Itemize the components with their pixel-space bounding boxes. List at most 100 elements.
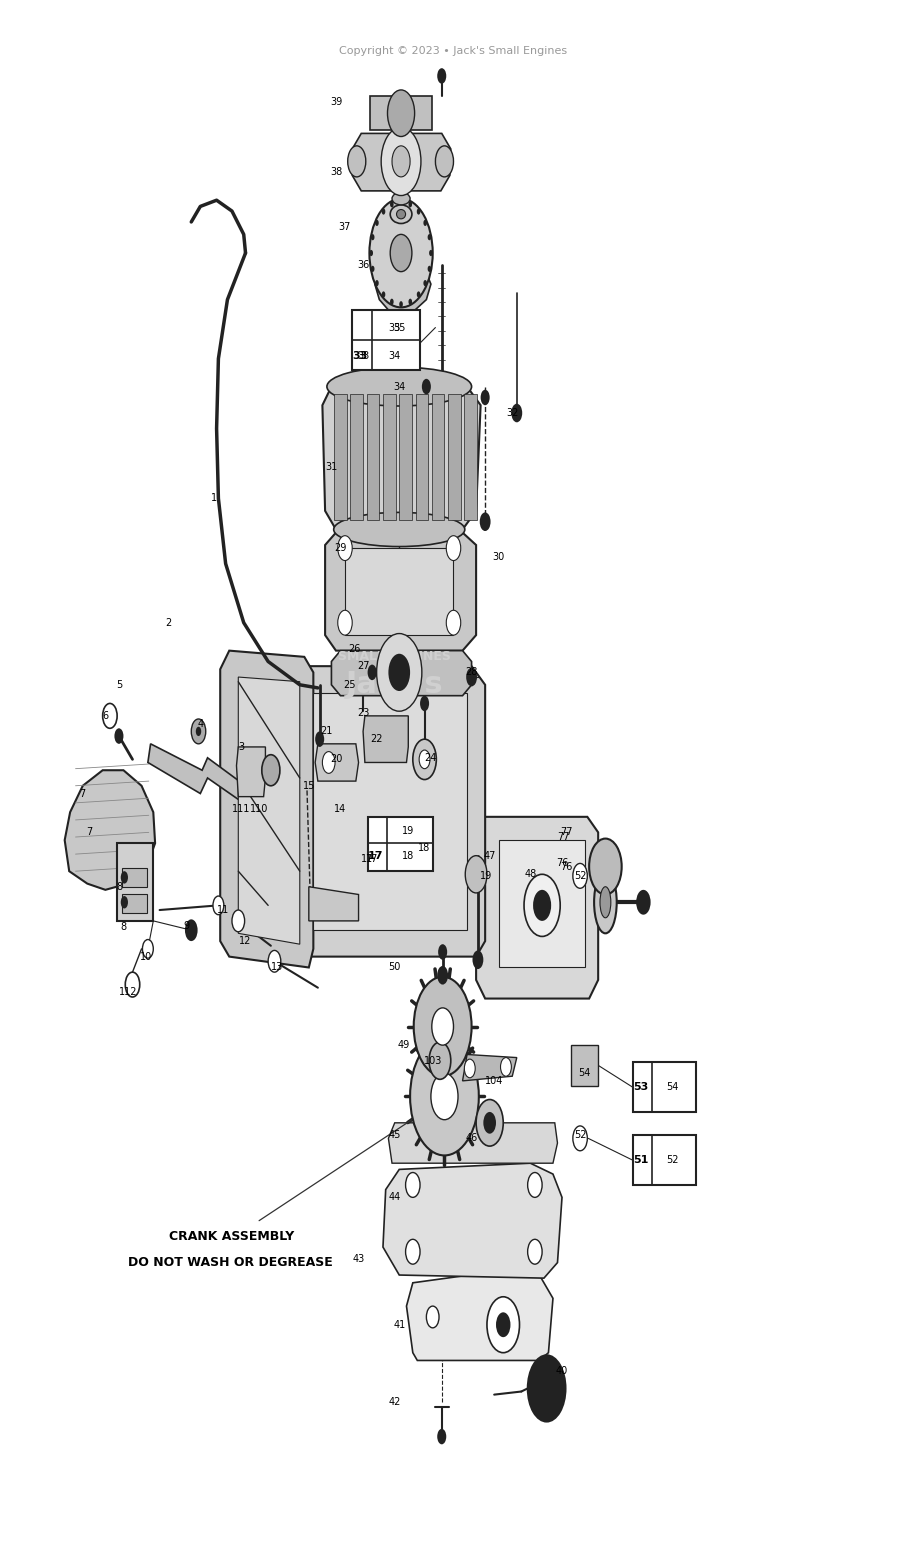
Circle shape (524, 874, 561, 937)
Polygon shape (239, 677, 300, 944)
Circle shape (390, 201, 394, 207)
Circle shape (142, 940, 153, 958)
Ellipse shape (600, 887, 610, 918)
Text: 18: 18 (417, 843, 430, 853)
Text: 35: 35 (388, 322, 401, 333)
Circle shape (367, 664, 376, 680)
Circle shape (431, 1074, 458, 1120)
Text: 77: 77 (561, 828, 573, 837)
Circle shape (376, 633, 422, 711)
Circle shape (408, 201, 412, 207)
Circle shape (387, 90, 414, 137)
Text: 4: 4 (197, 719, 203, 728)
Bar (122, 895, 147, 913)
Circle shape (399, 199, 403, 205)
Circle shape (533, 890, 551, 921)
Circle shape (410, 1038, 479, 1156)
Text: 50: 50 (388, 963, 401, 972)
Circle shape (102, 703, 117, 728)
Text: 46: 46 (465, 1133, 478, 1144)
Circle shape (573, 864, 588, 888)
Polygon shape (375, 263, 431, 313)
Circle shape (466, 668, 477, 686)
Text: 41: 41 (393, 1319, 405, 1330)
Circle shape (464, 1060, 475, 1078)
Text: 45: 45 (388, 1130, 401, 1141)
Text: Copyright © 2023 • Jack's Small Engines: Copyright © 2023 • Jack's Small Engines (339, 47, 568, 56)
Bar (632, 1063, 696, 1113)
Text: 11: 11 (217, 906, 229, 915)
Polygon shape (464, 394, 477, 520)
Circle shape (371, 266, 375, 272)
Polygon shape (64, 770, 155, 890)
Circle shape (573, 1127, 588, 1151)
Text: 31: 31 (326, 462, 337, 473)
Circle shape (422, 378, 431, 394)
Circle shape (427, 233, 431, 240)
Circle shape (487, 1296, 520, 1352)
Ellipse shape (334, 512, 464, 546)
Text: 76: 76 (561, 862, 572, 871)
Text: 28: 28 (465, 668, 478, 677)
Polygon shape (220, 650, 313, 968)
Polygon shape (432, 394, 444, 520)
Polygon shape (383, 1164, 562, 1277)
Polygon shape (406, 1267, 553, 1360)
Text: SMALL ENGINES: SMALL ENGINES (338, 650, 451, 663)
Bar (367, 817, 433, 871)
Circle shape (446, 610, 461, 635)
Circle shape (427, 266, 431, 272)
Circle shape (446, 535, 461, 560)
Text: 26: 26 (348, 644, 360, 654)
Circle shape (481, 389, 490, 405)
Text: 52: 52 (574, 871, 586, 881)
Circle shape (476, 1100, 503, 1147)
Polygon shape (308, 887, 358, 921)
Text: 17: 17 (368, 851, 384, 860)
Polygon shape (399, 394, 412, 520)
Text: Jack's: Jack's (346, 671, 444, 699)
Text: 22: 22 (370, 734, 383, 744)
Circle shape (196, 727, 201, 736)
Circle shape (268, 951, 281, 972)
Text: 32: 32 (506, 408, 519, 419)
Bar (122, 868, 147, 887)
Circle shape (437, 68, 446, 84)
Text: 49: 49 (397, 1039, 410, 1050)
Text: 21: 21 (321, 727, 333, 736)
Circle shape (527, 1354, 567, 1422)
Text: 10: 10 (140, 952, 152, 962)
Text: 17: 17 (366, 854, 378, 864)
Circle shape (417, 209, 421, 215)
Circle shape (483, 1113, 496, 1134)
Polygon shape (315, 744, 358, 781)
Text: 30: 30 (493, 552, 505, 562)
Circle shape (381, 128, 421, 196)
Bar (370, 96, 432, 131)
Text: 42: 42 (388, 1397, 401, 1407)
Circle shape (114, 728, 123, 744)
Text: 52: 52 (574, 1130, 586, 1141)
Polygon shape (237, 747, 266, 797)
Circle shape (424, 280, 427, 286)
Text: 7: 7 (80, 789, 86, 798)
Circle shape (473, 951, 483, 969)
Text: 34: 34 (393, 381, 405, 392)
Circle shape (408, 299, 412, 305)
Polygon shape (296, 666, 485, 957)
Text: 44: 44 (388, 1192, 401, 1203)
Circle shape (435, 146, 454, 177)
Text: 17: 17 (361, 854, 374, 864)
Text: DO NOT WASH OR DEGREASE: DO NOT WASH OR DEGREASE (128, 1256, 333, 1270)
Text: 18: 18 (402, 851, 414, 860)
Polygon shape (366, 394, 379, 520)
Text: 23: 23 (356, 708, 369, 717)
Polygon shape (331, 650, 472, 696)
Text: 54: 54 (666, 1081, 678, 1092)
Circle shape (437, 1428, 446, 1444)
Bar (352, 311, 420, 369)
Circle shape (496, 1312, 511, 1337)
Text: 6: 6 (102, 711, 109, 720)
Circle shape (417, 291, 421, 297)
Circle shape (232, 910, 245, 932)
